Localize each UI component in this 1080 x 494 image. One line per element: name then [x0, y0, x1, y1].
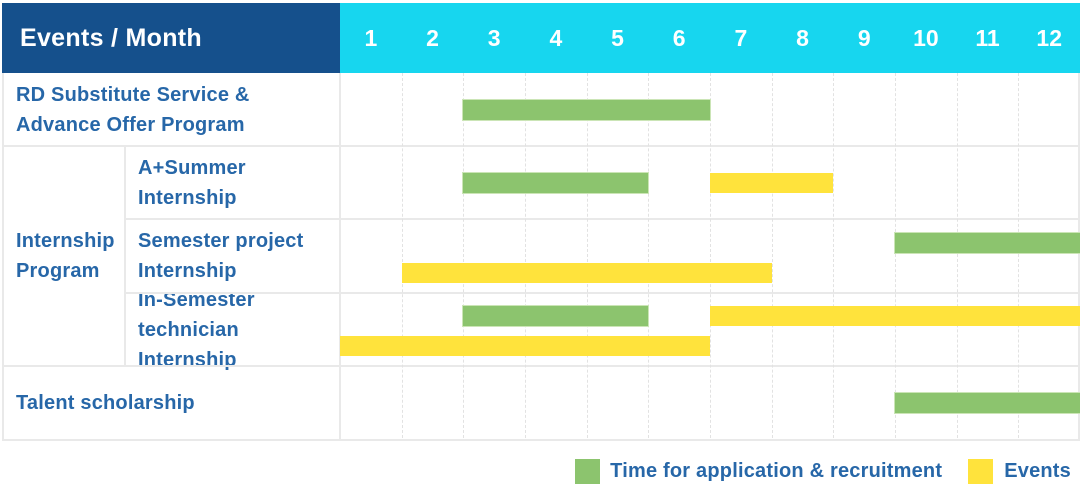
month-label: 12 [1036, 24, 1063, 51]
row-label-talent-scholarship: Talent scholarship [2, 367, 340, 440]
row-label-line: Advance Offer Program [16, 113, 245, 136]
row-label-line: RD Substitute Service & [16, 83, 250, 106]
group-label-line: Internship [16, 230, 115, 253]
month-label: 6 [672, 24, 686, 51]
month-gridline [525, 73, 526, 438]
month-gridline [401, 73, 403, 438]
table-right-border [1078, 73, 1080, 440]
row-label-line: Internship [138, 260, 237, 283]
month-gridline [771, 73, 773, 438]
month-gridline [586, 73, 588, 438]
month-gridline [956, 73, 958, 438]
month-gridline [710, 73, 711, 438]
month-label: 9 [857, 24, 871, 51]
month-gridline [833, 73, 835, 438]
header-events-month-cell: Events / Month [2, 3, 340, 73]
month-gridline [463, 73, 465, 438]
month-header: 1 2 3 4 5 6 7 8 9 10 11 12 [340, 3, 1080, 73]
row-label-line: Talent scholarship [16, 392, 195, 415]
row-divider [124, 291, 1080, 294]
month-label: 5 [611, 24, 624, 51]
row-label-line: Semester project [138, 230, 304, 253]
month-label: 7 [734, 24, 748, 51]
row-label-rd-substitute: RD Substitute Service & Advance Offer Pr… [2, 73, 340, 146]
row-divider [124, 218, 1080, 221]
row-label-a-plus-summer-internship: A+Summer Internship [124, 146, 340, 219]
gantt-bar-event [340, 336, 710, 357]
header-title: Events / Month [20, 23, 202, 52]
gantt-bar-event [710, 306, 1080, 327]
month-label: 4 [549, 24, 563, 51]
label-month-divider [339, 73, 341, 440]
month-label: 11 [975, 24, 1000, 51]
group-label-internship-program: Internship Program [2, 146, 124, 366]
gantt-bar-application_recruitment [462, 98, 711, 121]
legend-yellow-label: Events [1004, 460, 1071, 482]
row-label-line: In-Semester [138, 288, 255, 311]
month-label: 8 [796, 24, 809, 51]
table-left-border [2, 73, 4, 440]
legend: Time for application & recruitment Event… [575, 459, 1071, 484]
group-label-line: Program [16, 260, 100, 283]
row-divider [2, 144, 1080, 147]
row-label-in-semester-technician-internship: In-Semester technician Internship [124, 289, 340, 371]
row-divider [2, 365, 1080, 368]
gantt-bar-application_recruitment [462, 305, 650, 328]
month-label: 10 [913, 24, 939, 51]
gantt-bar-event [710, 173, 834, 194]
month-gridline [895, 73, 896, 438]
gantt-bar-event [401, 262, 772, 283]
month-label: 3 [487, 24, 501, 51]
group-column-divider [124, 146, 126, 367]
month-label: 2 [426, 24, 439, 51]
row-label-line: A+Summer [138, 156, 246, 179]
month-label: 1 [364, 24, 378, 51]
month-gridline [1018, 73, 1020, 438]
month-gridline [648, 73, 650, 438]
row-label-semester-project-internship: Semester project Internship [124, 220, 340, 293]
row-label-line: Internship [138, 186, 237, 209]
table-bottom-border [2, 438, 1080, 441]
gantt-bar-application_recruitment [894, 392, 1080, 415]
legend-green-swatch [575, 459, 601, 484]
legend-yellow-swatch [968, 459, 994, 484]
legend-green-label: Time for application & recruitment [610, 460, 943, 482]
gantt-bar-application_recruitment [894, 231, 1080, 254]
gantt-bar-application_recruitment [462, 172, 650, 195]
